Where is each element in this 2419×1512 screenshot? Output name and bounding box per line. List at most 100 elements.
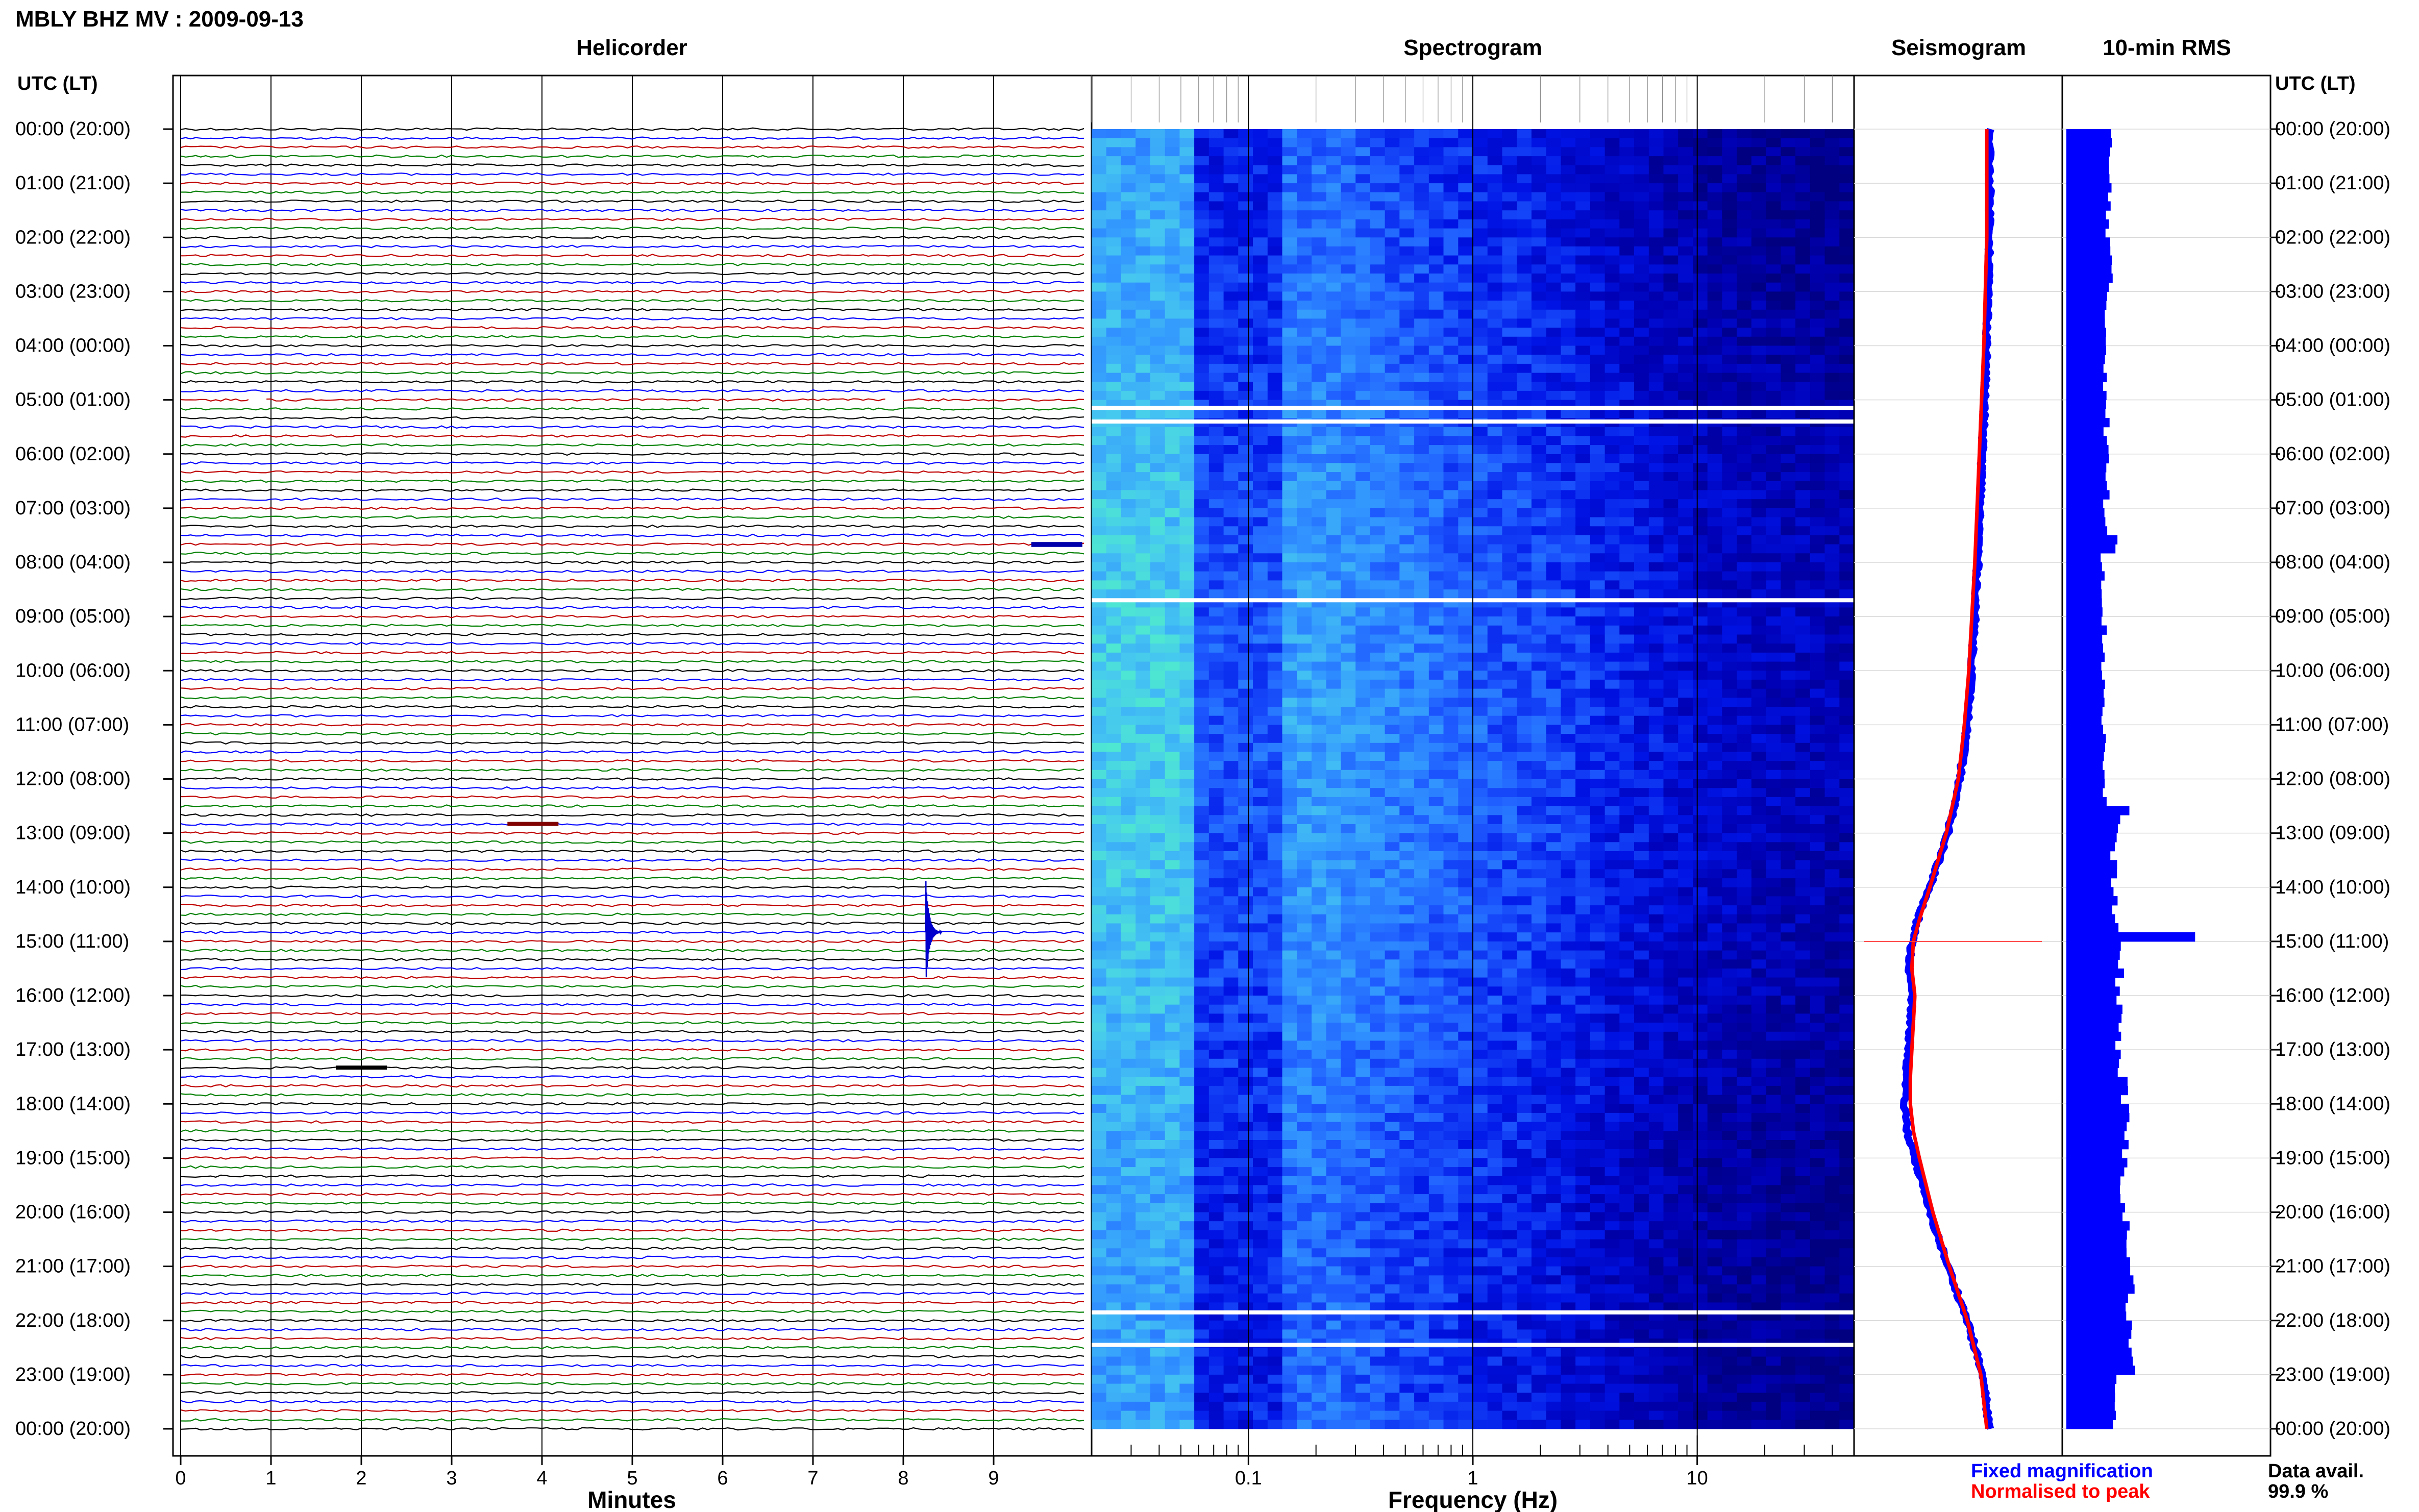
spectrogram-cell (1399, 761, 1415, 771)
helicorder-trace (180, 1120, 1084, 1124)
spectrogram-cell (1531, 490, 1547, 500)
spectrogram-cell (1208, 301, 1224, 310)
spectrogram-cell (1634, 246, 1649, 256)
spectrogram-cell (1150, 481, 1166, 491)
spectrogram-cell (1355, 625, 1371, 635)
spectrogram-cell (1326, 309, 1341, 319)
spectrogram-cell (1737, 652, 1752, 662)
spectrogram-cell (1502, 174, 1517, 184)
time-label-right: 12:00 (08:00) (2275, 769, 2390, 790)
spectrogram-cell (1267, 355, 1283, 364)
spectrogram-cell (1634, 526, 1649, 536)
spectrogram-cell (1517, 607, 1532, 617)
spectrogram-cell (1106, 914, 1121, 924)
spectrogram-cell (1414, 228, 1429, 238)
spectrogram-cell (1839, 328, 1855, 337)
spectrogram-cell (1517, 824, 1532, 834)
spectrogram-cell (1824, 932, 1840, 942)
spectrogram-cell (1795, 373, 1811, 382)
spectrogram-cell (1795, 210, 1811, 220)
spectrogram-cell (1194, 526, 1210, 536)
spectrogram-cell (1517, 914, 1532, 924)
spectrogram-cell (1267, 336, 1283, 346)
spectrogram-cell (1693, 589, 1708, 599)
spectrogram-cell (1619, 291, 1635, 301)
spectrogram-cell (1326, 779, 1341, 788)
spectrogram-cell (1839, 301, 1855, 310)
spectrogram-cell (1561, 210, 1576, 220)
spectrogram-cell (1223, 860, 1239, 870)
spectrogram-cell (1678, 806, 1693, 815)
spectrogram-cell (1561, 318, 1576, 328)
spectrogram-cell (1473, 652, 1488, 662)
spectrogram-cell (1766, 526, 1781, 536)
spectrogram-cell (1517, 634, 1532, 644)
spectrogram-cell (1136, 571, 1151, 581)
spectrogram-cell (1414, 183, 1429, 193)
spectrogram-cell (1326, 373, 1341, 382)
spectrogram-cell (1312, 643, 1327, 653)
spectrogram-cell (1487, 228, 1502, 238)
spectrogram-cell (1370, 382, 1386, 391)
spectrogram-cell (1458, 734, 1473, 743)
spectrogram-cell (1663, 607, 1679, 617)
spectrogram-cell (1473, 490, 1488, 500)
spectrogram-cell (1605, 887, 1620, 897)
spectrogram-cell (1751, 282, 1767, 292)
spectrogram-cell (1693, 291, 1708, 301)
spectrogram-cell (1208, 156, 1224, 166)
spectrogram-cell (1648, 742, 1664, 753)
spectrogram-cell (1194, 905, 1210, 915)
spectrogram-cell (1414, 409, 1429, 418)
helicorder-trace (180, 271, 1084, 276)
spectrogram-cell (1648, 688, 1664, 698)
spectrogram-cell (1223, 842, 1239, 852)
time-label-right: 22:00 (18:00) (2275, 1310, 2390, 1331)
spectrogram-cell (1619, 923, 1635, 933)
helicorder-trace (180, 668, 1084, 673)
spectrogram-cell (1267, 237, 1283, 247)
time-label-right: 10:00 (06:00) (2275, 660, 2390, 681)
helicorder-trace (180, 371, 1084, 375)
spectrogram-cell (1121, 878, 1136, 888)
spectrogram-cell (1546, 246, 1561, 256)
spectrogram-cell (1253, 508, 1268, 518)
spectrogram-cell (1106, 707, 1121, 716)
spectrogram-cell (1223, 869, 1239, 879)
spectrogram-cell (1517, 643, 1532, 653)
helicorder-trace (180, 145, 1084, 149)
spectrogram-cell (1106, 815, 1121, 825)
spectrogram-cell (1443, 788, 1459, 798)
spectrogram-cell (1385, 255, 1400, 265)
spectrogram-cell (1238, 878, 1253, 888)
time-label-left: 13:00 (09:00) (15, 823, 131, 844)
spectrogram-cell (1399, 842, 1415, 852)
spectrogram-cell (1824, 291, 1840, 301)
spectrogram-cell (1428, 851, 1444, 861)
spectrogram-cell (1150, 355, 1166, 364)
spectrogram-cell (1092, 472, 1107, 482)
spectrogram-cell (1385, 535, 1400, 545)
spectrogram-cell (1575, 652, 1591, 662)
helicorder-trace (180, 949, 1084, 952)
spectrogram-cell (1487, 445, 1502, 455)
spectrogram-cell (1590, 833, 1606, 842)
spectrogram-cell (1355, 698, 1371, 707)
spectrogram-cell (1282, 427, 1297, 436)
spectrogram-cell (1722, 355, 1737, 364)
spectrogram-cell (1370, 914, 1386, 924)
spectrogram-cell (1751, 508, 1767, 518)
spectrogram-cell (1443, 228, 1459, 238)
spectrogram-cell (1341, 409, 1356, 418)
spectrogram-cell (1443, 932, 1459, 942)
helicorder-trace (180, 353, 1084, 357)
spectrogram-cell (1297, 688, 1312, 698)
spectrogram-cell (1546, 219, 1561, 229)
spectrogram-cell (1517, 725, 1532, 734)
spectrogram-cell (1751, 544, 1767, 554)
spectrogram-cell (1341, 634, 1356, 644)
spectrogram-cell (1648, 201, 1664, 211)
spectrogram-cell (1693, 382, 1708, 391)
spectrogram-cell (1165, 869, 1180, 879)
spectrogram-cell (1414, 138, 1429, 147)
